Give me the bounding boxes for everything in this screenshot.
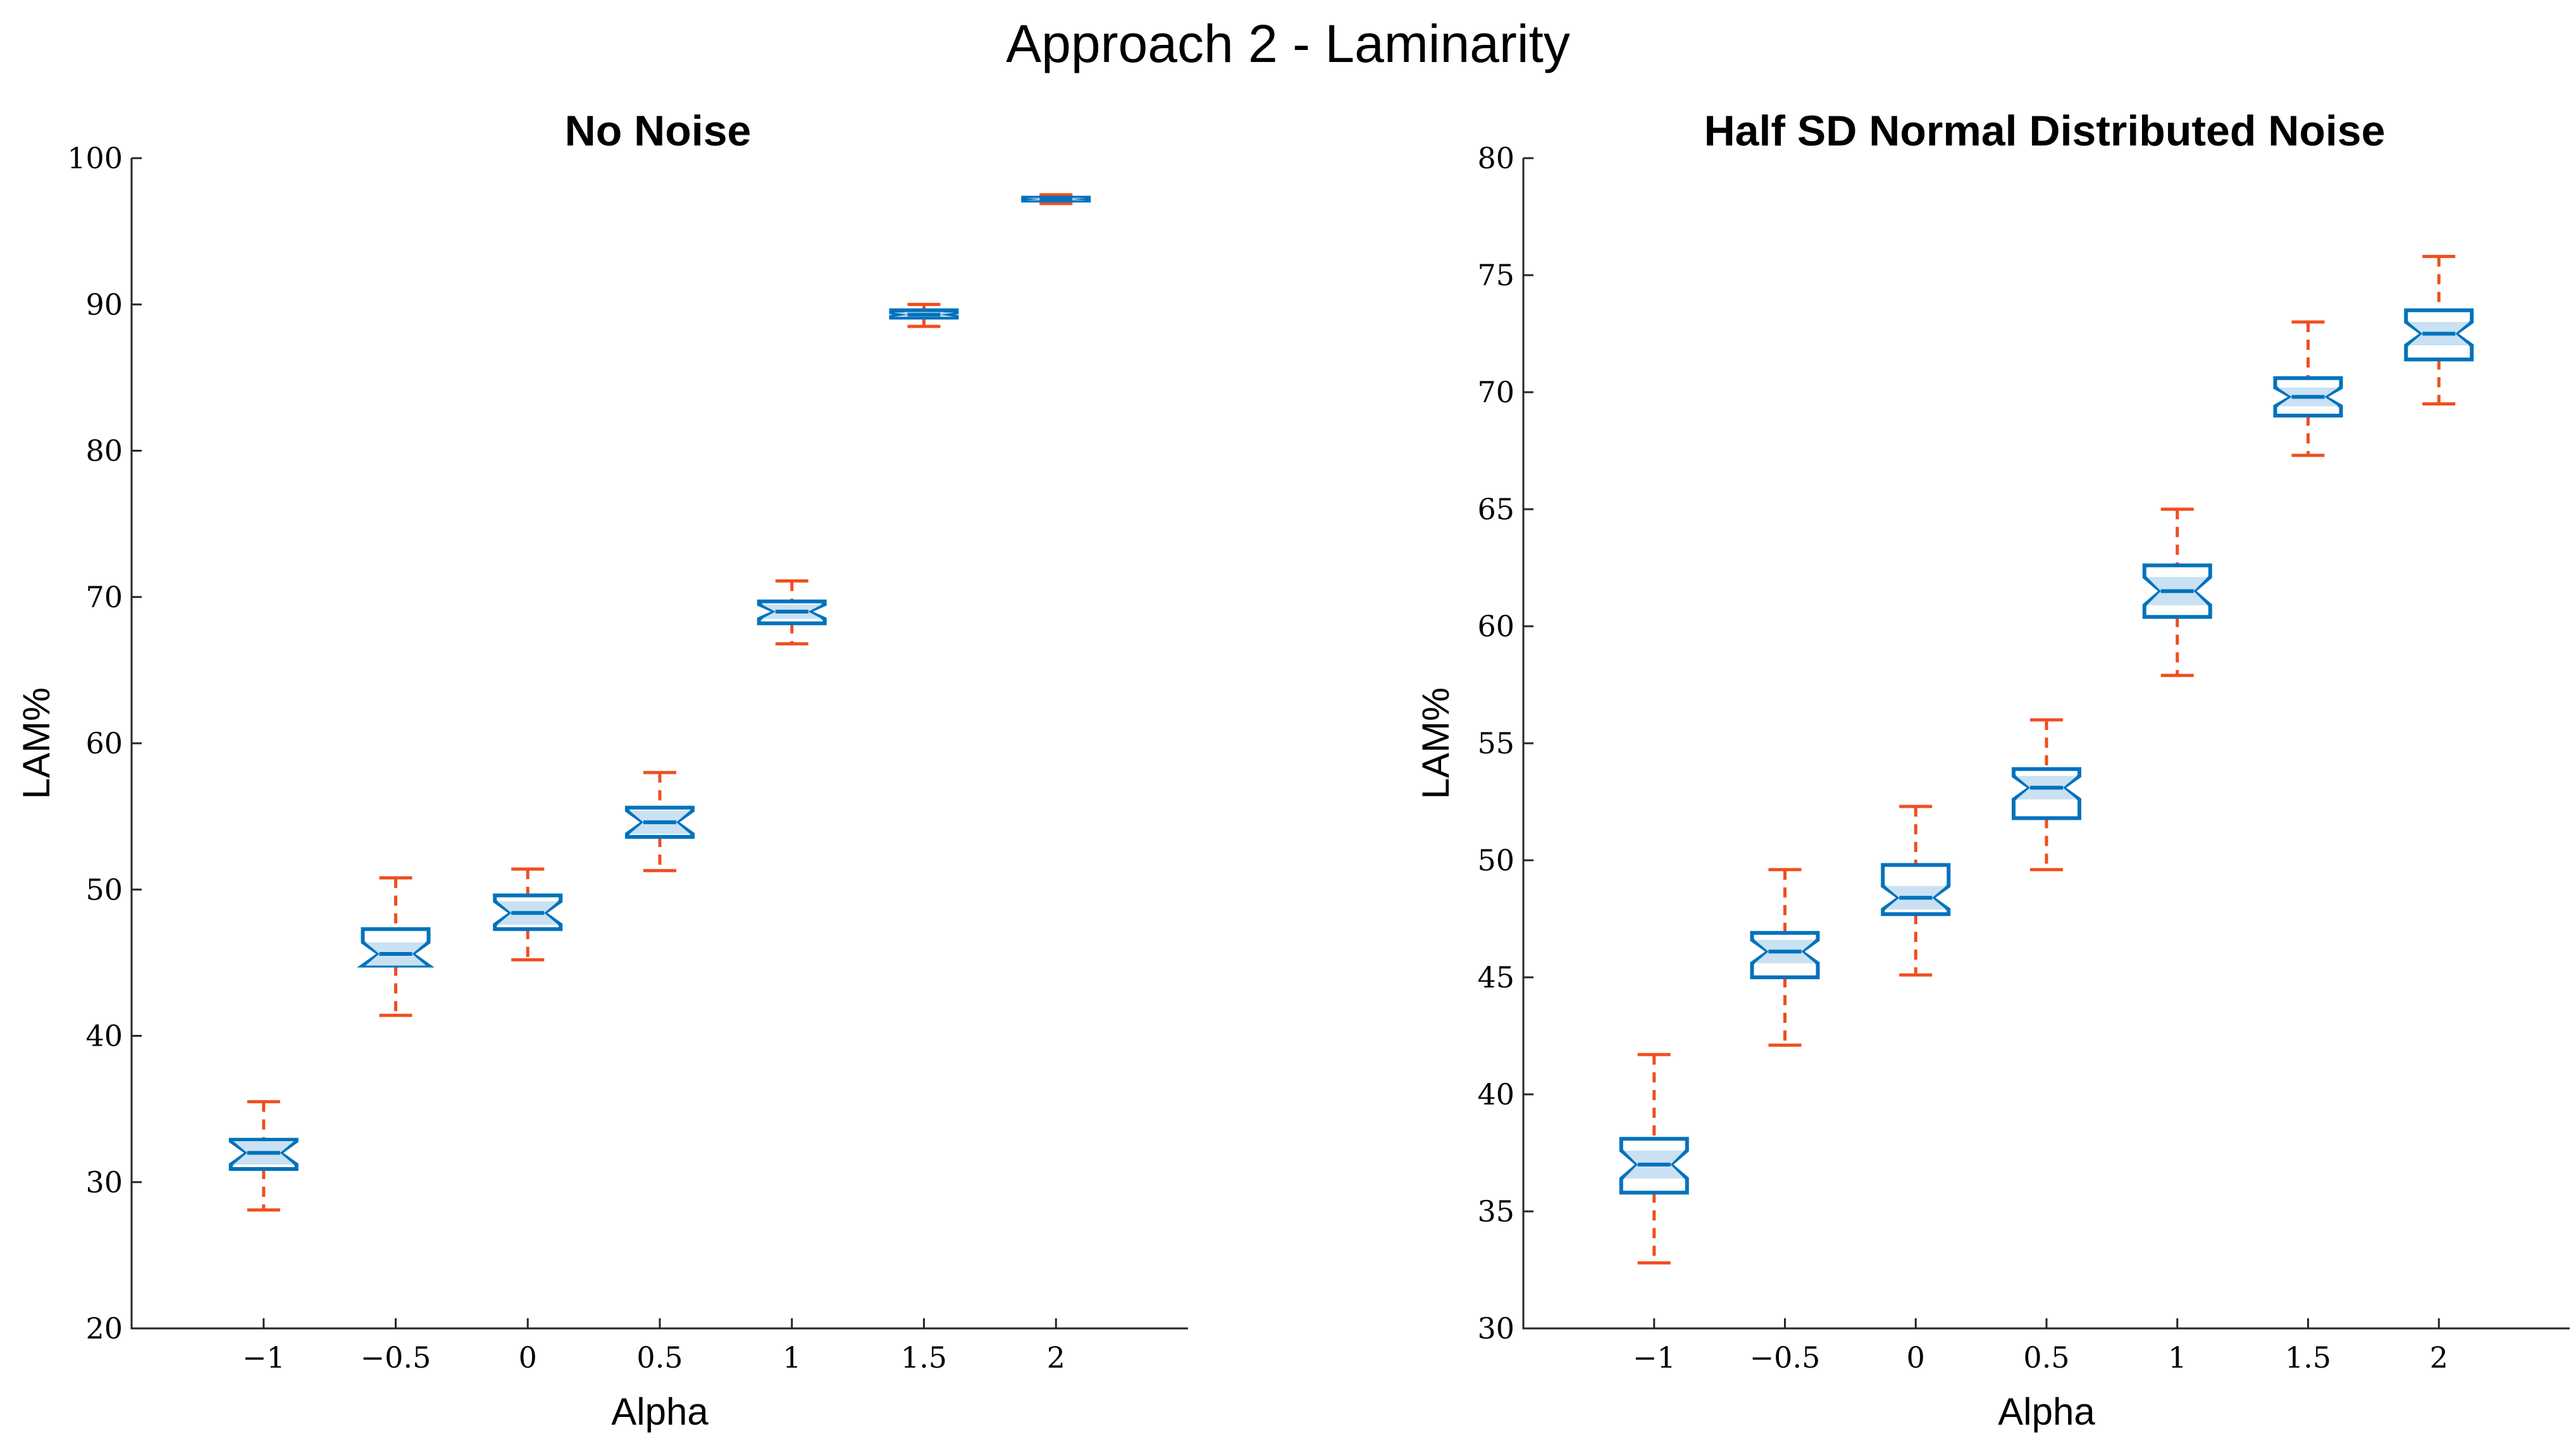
figure-title: Approach 2 - Laminarity [1006,14,1570,73]
boxplot [357,876,435,1017]
panel-no-noise: No Noise LAM% Alpha 2030405060708090100 … [15,107,1188,1433]
y-tick-label: 35 [1477,1194,1514,1228]
panel-half-sd-noise: Half SD Normal Distributed Noise LAM% Al… [1415,107,2570,1433]
x-tick-label: −0.5 [1750,1340,1821,1375]
boxplot [1021,193,1091,206]
boxplot [2404,254,2474,405]
x-tick-label: 2 [2430,1340,2448,1375]
y-tick-label: 45 [1477,960,1514,994]
boxplots [228,193,1091,1212]
boxplot [2012,718,2081,872]
x-tick-label: 0 [1907,1340,1925,1375]
boxplots [1619,254,2474,1265]
x-tick-label: 1 [2168,1340,2186,1375]
x-tick-label: −1 [1633,1340,1676,1375]
y-axis-label: LAM% [1415,688,1457,800]
x-ticks: −1 −0.5 0 0.5 1 1.5 2 [1633,1318,2448,1375]
y-tick-label: 55 [1477,726,1514,760]
y-tick-label: 40 [1477,1077,1514,1111]
panel-title: No Noise [565,107,752,155]
y-tick-label: 100 [67,141,123,175]
boxplot [889,302,959,328]
x-tick-label: 0.5 [636,1340,683,1375]
y-tick-label: 60 [85,726,123,760]
x-tick-label: 1 [783,1340,801,1375]
x-tick-label: 2 [1047,1340,1065,1375]
y-tick-label: 50 [1477,843,1514,877]
y-tick-label: 20 [85,1311,123,1345]
y-tick-label: 70 [1477,375,1514,409]
boxplot [1750,868,1820,1047]
x-tick-label: −1 [242,1340,285,1375]
y-tick-label: 75 [1477,258,1514,292]
x-tick-label: −0.5 [361,1340,431,1375]
boxplot [493,867,563,962]
x-tick-label: 1.5 [901,1340,947,1375]
x-tick-label: 0 [519,1340,537,1375]
y-tick-label: 50 [85,872,123,906]
x-axis-label: Alpha [1998,1390,2095,1433]
boxplot [625,770,695,872]
y-tick-label: 80 [85,434,123,468]
x-tick-label: 1.5 [2285,1340,2331,1375]
y-tick-label: 90 [85,287,123,321]
y-ticks: 30 35 40 45 50 55 60 65 70 75 80 [1477,141,1533,1345]
boxplot [1619,1053,1689,1265]
y-tick-label: 70 [85,580,123,614]
y-tick-label: 60 [1477,609,1514,643]
y-axis-label: LAM% [15,688,58,800]
y-tick-label: 30 [85,1165,123,1199]
axes-frame [130,158,1188,1330]
boxplot [1881,805,1951,977]
y-tick-label: 40 [85,1019,123,1053]
y-tick-label: 65 [1477,492,1514,526]
boxplot [2273,320,2343,457]
y-tick-label: 30 [1477,1311,1514,1345]
panel-title: Half SD Normal Distributed Noise [1704,107,2386,155]
y-tick-label: 80 [1477,141,1514,175]
boxplot [228,1100,299,1212]
x-tick-label: 0.5 [2023,1340,2069,1375]
x-axis-label: Alpha [611,1390,709,1433]
y-ticks: 20 30 40 50 60 70 80 90 100 [67,141,142,1345]
boxplot [2142,507,2212,677]
boxplot [757,579,827,646]
x-ticks: −1 −0.5 0 0.5 1 1.5 2 [242,1318,1065,1375]
